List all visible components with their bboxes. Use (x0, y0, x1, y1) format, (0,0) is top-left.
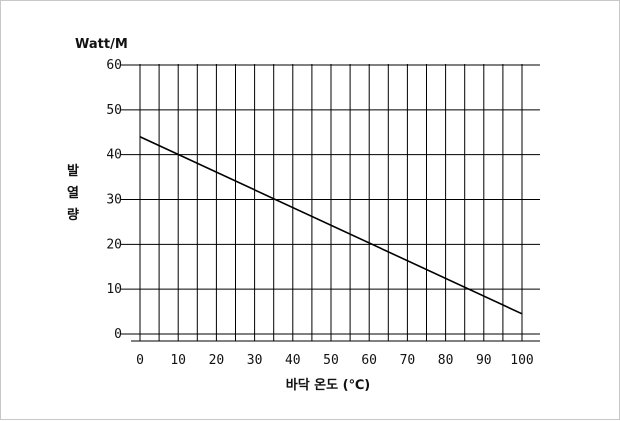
x-tick-label-90: 90 (476, 353, 492, 368)
x-tick-label-0: 0 (136, 353, 144, 368)
y-unit-label: Watt/M (75, 37, 128, 52)
y-tick-labels: 0 10 20 30 40 50 60 (106, 58, 122, 342)
y-tick-label-30: 30 (106, 193, 122, 208)
x-tick-label-30: 30 (247, 353, 263, 368)
x-tick-labels: 0 10 20 30 40 50 60 70 80 90 100 (136, 353, 534, 368)
x-tick-label-70: 70 (400, 353, 416, 368)
y-tick-label-0: 0 (114, 327, 122, 342)
y-axis-label-char-2: 열 (67, 185, 79, 201)
x-tick-label-100: 100 (510, 353, 533, 368)
x-axis-label: 바닥 온도 (℃) (286, 377, 371, 393)
vertical-gridlines (139, 64, 523, 341)
x-tick-label-60: 60 (361, 353, 377, 368)
y-tick-label-20: 20 (106, 237, 122, 252)
x-tick-label-20: 20 (209, 353, 225, 368)
x-tick-label-40: 40 (285, 353, 301, 368)
y-tick-label-40: 40 (106, 148, 122, 163)
series-line-0 (139, 136, 523, 315)
y-tick-label-10: 10 (106, 282, 122, 297)
x-tick-label-10: 10 (170, 353, 186, 368)
y-axis-label-char-1: 발 (67, 163, 79, 179)
x-tick-label-50: 50 (323, 353, 339, 368)
series-layer (139, 136, 523, 315)
y-tick-label-60: 60 (106, 58, 122, 73)
x-tick-label-80: 80 (438, 353, 454, 368)
y-axis-label-char-3: 량 (67, 208, 79, 223)
y-tick-label-50: 50 (106, 103, 122, 118)
